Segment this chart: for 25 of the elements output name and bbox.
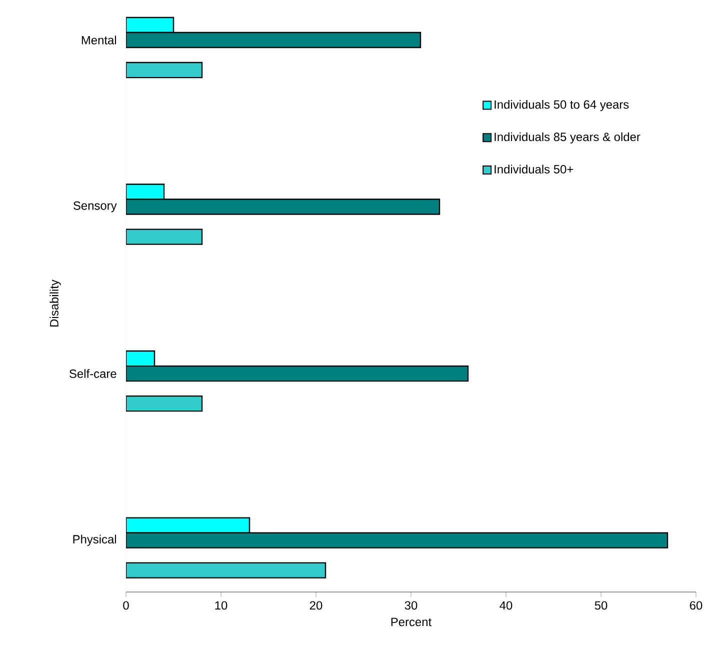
legend-label: Individuals 50 to 64 years [494, 100, 629, 112]
x-axis-title: Percent [391, 618, 432, 626]
x-tick-label: 10 [215, 601, 228, 610]
bar [126, 365, 469, 382]
y-tick-label: Sensory [74, 201, 117, 212]
x-tick-label: 0 [123, 601, 129, 610]
x-tick-label: 60 [690, 601, 702, 610]
bar [126, 532, 668, 548]
y-tick-label: Self-care [70, 369, 116, 378]
bar [126, 562, 326, 578]
legend-label: Individuals 85 years & older [494, 132, 640, 144]
x-tick-label: 30 [404, 601, 418, 610]
y-axis-title: Disability [50, 280, 61, 326]
x-tick-label: 20 [310, 601, 322, 610]
x-tick-label: 40 [500, 601, 512, 610]
x-tick-label: 50 [594, 601, 608, 610]
bar [126, 32, 422, 48]
bar [126, 198, 440, 215]
y-tick-label: Mental [82, 36, 116, 44]
bar [126, 16, 174, 34]
bar [126, 395, 203, 412]
y-tick-label: Physical [73, 534, 116, 546]
legend-label: Individuals 50+ [494, 164, 574, 174]
bar [126, 62, 203, 78]
bar [126, 350, 156, 367]
